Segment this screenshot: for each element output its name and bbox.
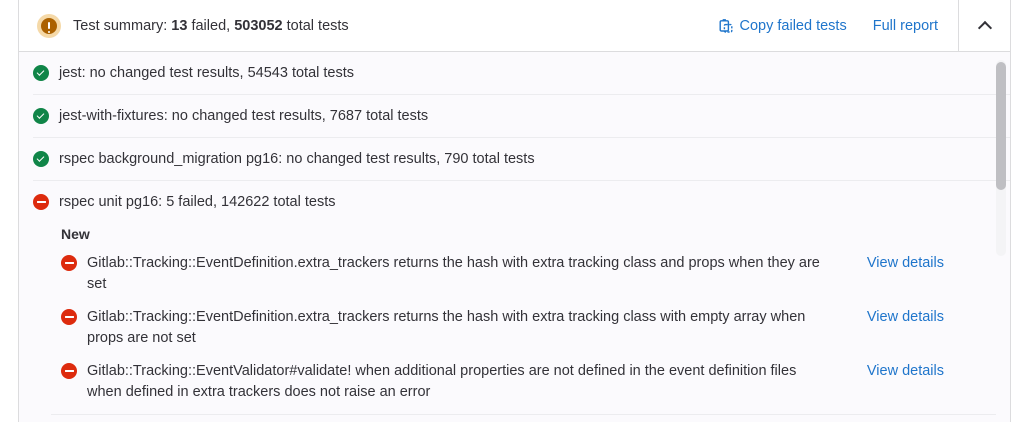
test-suite-label: rspec background_migration pg16: no chan… [59,151,535,167]
check-circle-icon [33,108,49,124]
summary-prefix: Test summary: [73,17,172,34]
test-summary-widget: Test summary: 13 failed, 503052 total te… [18,0,1011,422]
failed-test-item: Gitlab::Tracking::EventDefinition.extra_… [61,247,974,301]
error-circle-icon [61,255,77,271]
failed-test-list-scrollbar[interactable] [996,60,1006,256]
test-suite-row[interactable]: rspec background_migration pg16: no chan… [33,138,1010,181]
failed-test-item: Gitlab::Tracking::EventValidator#validat… [61,355,974,409]
test-summary-header: Test summary: 13 failed, 503052 total te… [19,0,1010,52]
chevron-up-icon [979,20,991,32]
copy-failed-tests-label: Copy failed tests [739,17,847,34]
view-details-link[interactable]: View details [866,309,944,325]
list-bottom-divider [51,414,996,415]
check-circle-icon [33,65,49,81]
full-report-label: Full report [872,17,938,34]
error-circle-icon [33,194,49,210]
copy-failed-tests-button[interactable]: Copy failed tests [718,18,847,34]
header-divider [958,0,959,52]
test-suite-label: rspec unit pg16: 5 failed, 142622 total … [59,194,336,210]
error-circle-icon [61,363,77,379]
failed-test-name: Gitlab::Tracking::EventDefinition.extra_… [87,309,806,346]
test-suite-list: jest: no changed test results, 54543 tot… [19,52,1010,422]
test-summary-title: Test summary: 13 failed, 503052 total te… [73,18,349,34]
failed-test-item: Gitlab::Tracking::EventDefinition.extra_… [61,301,974,355]
error-circle-icon [61,309,77,325]
failed-test-name: Gitlab::Tracking::EventDefinition.extra_… [87,255,820,292]
view-details-link[interactable]: View details [866,255,944,271]
new-failures-heading: New [61,226,90,242]
summary-total-count: 503052 [234,17,283,34]
test-suite-label: jest: no changed test results, 54543 tot… [59,65,355,81]
view-details-link[interactable]: View details [866,363,944,379]
test-suite-row[interactable]: jest: no changed test results, 54543 tot… [33,52,1010,95]
failed-test-list: Gitlab::Tracking::EventDefinition.extra_… [61,247,1010,409]
test-suite-row[interactable]: jest-with-fixtures: no changed test resu… [33,95,1010,138]
check-circle-icon [33,151,49,167]
warning-exclamation-icon [37,13,61,38]
test-suite-row-failed[interactable]: rspec unit pg16: 5 failed, 142622 total … [33,181,1010,421]
summary-failed-count: 13 [171,17,188,34]
clipboard-copy-icon [719,18,733,33]
scrollbar-thumb[interactable] [996,62,1006,190]
summary-total-word: total tests [282,17,349,34]
summary-failed-word: failed, [187,17,235,34]
header-actions: Copy failed tests Full report [718,0,1010,52]
collapse-toggle-button[interactable] [959,0,1010,52]
test-suite-label: jest-with-fixtures: no changed test resu… [59,108,429,124]
failed-test-name: Gitlab::Tracking::EventValidator#validat… [87,363,797,400]
full-report-link[interactable]: Full report [873,18,938,34]
